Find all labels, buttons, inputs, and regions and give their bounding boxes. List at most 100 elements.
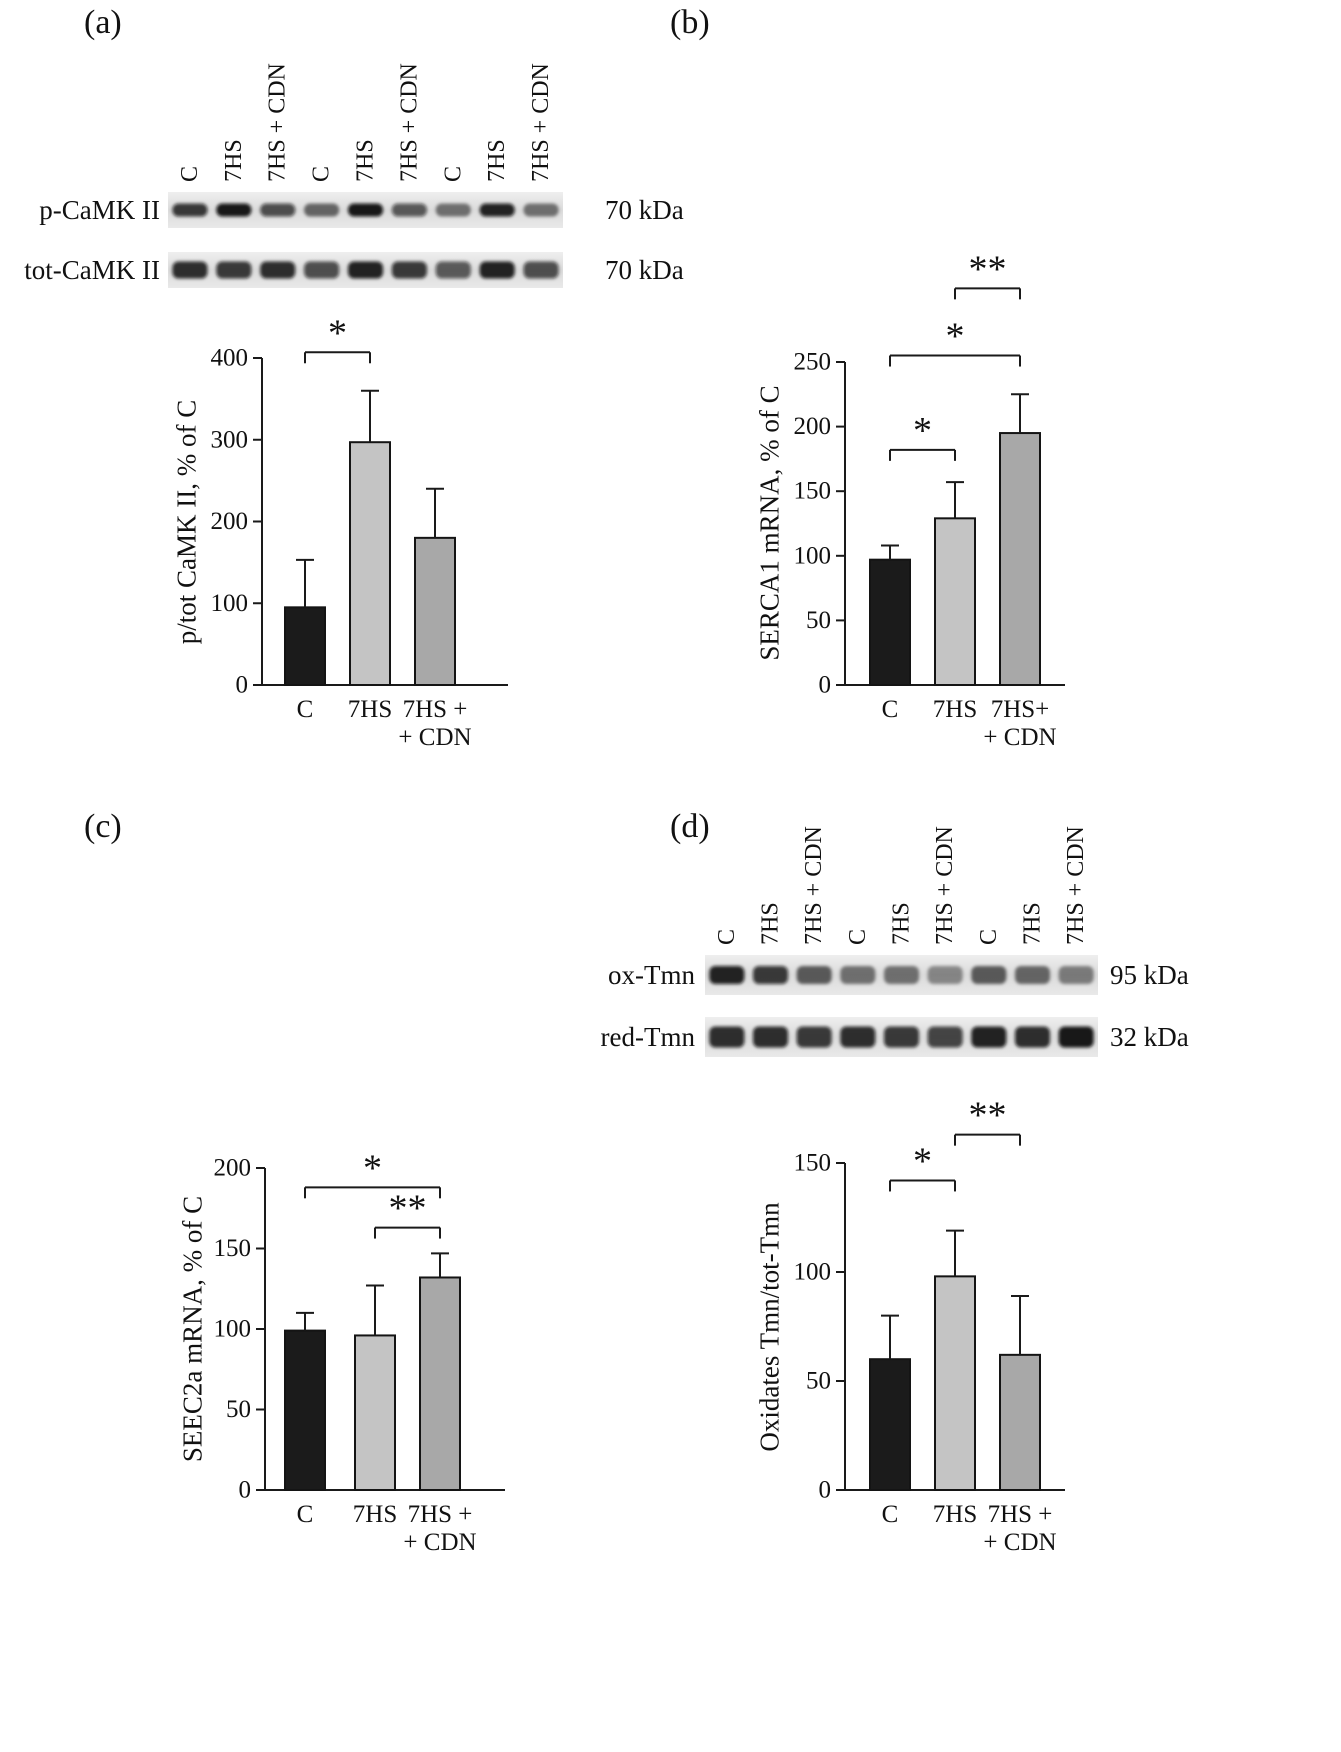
bar-7HS + CDN	[414, 536, 456, 686]
blot-band	[840, 1026, 876, 1048]
y-tick-label: 0	[819, 1477, 832, 1504]
blot-band	[753, 1026, 788, 1048]
panel-a-bar-chart: 0 100 200 300 400 * C 7HS 7HS + + CDN	[140, 315, 570, 760]
x-tick-label: 7HS	[348, 696, 392, 723]
blot-band	[479, 261, 515, 279]
significance-label: *	[328, 315, 347, 354]
blot-band	[1015, 966, 1050, 984]
blot-band	[840, 966, 876, 984]
panel-d-label: (d)	[670, 808, 710, 845]
blot-d-row1-label: ox-Tmn	[608, 960, 695, 990]
panel-c-bar-chart: 0 50 100 150 200 * ** C 7HS 7HS + + CDN	[150, 1130, 580, 1610]
bar-7HS	[934, 517, 976, 686]
x-tick-label: + CDN	[983, 724, 1056, 751]
x-tick-label: C	[297, 1501, 314, 1528]
lane-label: 7HS	[353, 139, 379, 182]
blot-band	[927, 966, 963, 984]
lane-label: 7HS + CDN	[801, 826, 827, 945]
y-tick-label: 150	[214, 1235, 252, 1262]
y-tick-label: 200	[214, 1155, 252, 1182]
y-tick-label: 400	[211, 345, 249, 372]
bar-C	[869, 1358, 911, 1492]
lane-label: C	[845, 929, 871, 945]
bar-C	[869, 558, 911, 686]
blot-d-row2-kda-label: 32 kDa	[1110, 1022, 1189, 1052]
blot-band	[1058, 966, 1094, 984]
bar-7HS	[349, 441, 391, 686]
panel-a-yaxis-title: p/tot CaMK II, % of C	[171, 399, 202, 645]
y-tick-label: 0	[819, 672, 832, 699]
blot-band	[1058, 1026, 1094, 1048]
blot-band	[523, 261, 559, 279]
y-tick-label: 250	[794, 349, 832, 376]
y-tick-label: 100	[211, 590, 249, 617]
x-tick-label: 7HS +	[403, 696, 468, 723]
blot-band	[1015, 1026, 1050, 1048]
y-tick-label: 50	[226, 1396, 251, 1423]
lane-label: 7HS	[1020, 902, 1046, 945]
blot-band	[172, 261, 208, 279]
panel-c-chart-svg: 0 50 100 150 200 *** C 7HS 7HS ++ CDN	[214, 1147, 505, 1556]
blot-band	[709, 1026, 745, 1048]
blot-d-row2-label: red-Tmn	[600, 1022, 695, 1052]
blot-band	[304, 261, 340, 279]
blot-d-row1-kda-label: 95 kDa	[1110, 960, 1189, 990]
lane-label: C	[309, 166, 335, 182]
y-tick-label: 100	[794, 542, 832, 569]
blot-band	[884, 1026, 919, 1048]
panel-b-label: (b)	[670, 4, 710, 41]
significance-label: *	[913, 410, 932, 452]
x-tick-label: C	[882, 696, 899, 723]
lane-label: C	[976, 929, 1002, 945]
blot-band	[523, 203, 559, 217]
blot-band	[971, 966, 1007, 984]
lane-label: 7HS + CDN	[932, 826, 958, 945]
blot-a-svg: C 7HS 7HS + CDN C 7HS 7HS + CDN C 7HS 7HS + CDN	[168, 63, 563, 288]
y-tick-label: 100	[794, 1259, 832, 1286]
blot-band	[435, 261, 471, 279]
x-tick-label: 7HS+	[991, 696, 1050, 723]
y-tick-label: 200	[794, 413, 832, 440]
panel-b-bar-chart: 0 50 100 150 200 250 * * ** C 7HS 7HS+ + CDN	[720, 240, 1150, 760]
x-tick-label: 7HS +	[408, 1501, 473, 1528]
blot-band	[216, 203, 252, 217]
y-tick-label: 200	[211, 508, 249, 535]
lane-label: 7HS	[889, 902, 915, 945]
blot-band	[391, 203, 427, 217]
lane-label: 7HS + CDN	[528, 63, 554, 182]
blot-a-row1-kda-label: 70 kDa	[605, 195, 684, 225]
y-tick-label: 0	[239, 1477, 252, 1504]
lane-label: 7HS + CDN	[396, 63, 422, 182]
blot-d-svg: C 7HS 7HS + CDN C 7HS 7HS + CDN C 7HS 7HS + CDN	[705, 826, 1098, 1057]
significance-label: *	[946, 316, 965, 358]
significance-label: *	[913, 1140, 932, 1182]
y-tick-label: 150	[794, 1150, 832, 1177]
blot-band	[971, 1026, 1007, 1048]
y-tick-label: 50	[806, 607, 831, 634]
lane-label: 7HS	[758, 902, 784, 945]
blot-a-row1-label: p-CaMK II	[39, 195, 160, 225]
blot-band	[753, 966, 788, 984]
blot-band	[884, 966, 919, 984]
significance-label: **	[969, 1095, 1007, 1137]
blot-band	[304, 203, 340, 217]
y-tick-label: 0	[236, 672, 249, 699]
panel-a-chart-svg: 0 100 200 300 400 * C 7HS 7HS ++ CDN	[211, 315, 508, 751]
panel-d-yaxis-title: Oxidates Tmn/tot-Tmn	[754, 1202, 785, 1452]
panel-d-blot-image: C 7HS 7HS + CDN C 7HS 7HS + CDN C 7HS 7HS + CDN	[705, 812, 1098, 1060]
lane-label: 7HS + CDN	[1063, 826, 1089, 945]
lane-label: C	[714, 929, 740, 945]
blot-band	[260, 203, 296, 217]
bar-7HS + CDN	[419, 1276, 461, 1491]
x-tick-label: 7HS +	[988, 1501, 1053, 1528]
blot-band	[391, 261, 427, 279]
x-tick-label: + CDN	[403, 1529, 476, 1556]
lane-label: C	[440, 166, 466, 182]
lane-label: 7HS	[484, 139, 510, 182]
x-tick-label: C	[297, 696, 314, 723]
x-tick-label: 7HS	[933, 1501, 977, 1528]
blot-band	[172, 203, 208, 217]
blot-band	[348, 203, 383, 217]
lane-label: 7HS	[221, 139, 247, 182]
